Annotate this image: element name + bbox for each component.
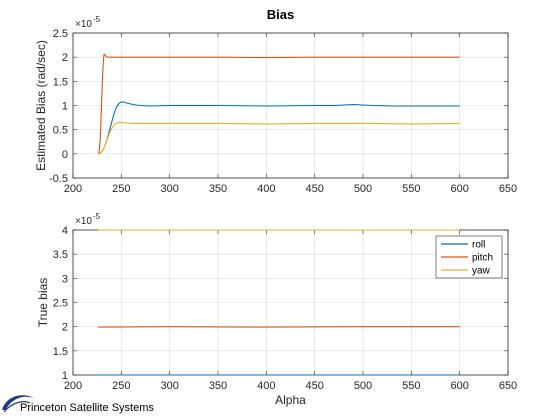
chart-title: Bias bbox=[267, 7, 294, 22]
legend[interactable]: roll pitch yaw bbox=[435, 235, 503, 279]
y-tick-label: 0.5 bbox=[53, 125, 68, 137]
x-tick-label: 250 bbox=[112, 183, 130, 195]
x-tick-label: 350 bbox=[209, 380, 227, 392]
y-exponent-value: -5 bbox=[93, 212, 101, 221]
x-tick-label: 200 bbox=[64, 380, 82, 392]
y-exponent-value: -5 bbox=[93, 15, 101, 24]
footer-logo: Princeton Satellite Systems bbox=[2, 395, 154, 414]
y-tick-label: 3.5 bbox=[53, 249, 68, 261]
x-tick-label: 400 bbox=[257, 183, 275, 195]
axis-ticks: 200 250 300 350 400 450 500 550 600 650 -0.5 0 0.5 1 1… bbox=[49, 28, 517, 195]
axis-ticks: 200 250 300 350 400 450 500 550 600 650 1 1.5 2 2.5 3 3… bbox=[53, 225, 517, 392]
princeton-swoosh-icon bbox=[2, 395, 34, 410]
y-tick-label: 1 bbox=[62, 370, 68, 382]
x-tick-label: 200 bbox=[64, 183, 82, 195]
princeton-swoosh-accent bbox=[3, 401, 31, 413]
svg-text:×10: ×10 bbox=[75, 216, 92, 227]
x-tick-label: 550 bbox=[402, 183, 420, 195]
x-tick-label: 250 bbox=[112, 380, 130, 392]
legend-label-yaw: yaw bbox=[472, 266, 491, 277]
x-tick-label: 650 bbox=[499, 183, 517, 195]
series-line-yaw bbox=[97, 121, 460, 155]
y-tick-label: 2 bbox=[62, 322, 68, 334]
x-tick-label: 300 bbox=[160, 183, 178, 195]
series-line-pitch bbox=[97, 53, 460, 155]
x-tick-label: 650 bbox=[499, 380, 517, 392]
series-lines bbox=[97, 53, 460, 155]
x-tick-label: 550 bbox=[402, 380, 420, 392]
y-tick-label: 0 bbox=[62, 149, 68, 161]
y-tick-label: 2.5 bbox=[53, 28, 68, 40]
y-tick-label: 1.5 bbox=[53, 76, 68, 88]
svg-text:×10: ×10 bbox=[75, 19, 92, 30]
true-bias-axes: 200 250 300 350 400 450 500 550 600 650 1 1.5 2 2.5 3 3… bbox=[36, 212, 517, 407]
x-tick-label: 450 bbox=[305, 183, 323, 195]
x-tick-label: 500 bbox=[354, 183, 372, 195]
y-tick-label: 4 bbox=[62, 225, 68, 237]
footer-company-name: Princeton Satellite Systems bbox=[20, 402, 154, 414]
y-tick-label: 1.5 bbox=[53, 346, 68, 358]
x-tick-label: 600 bbox=[450, 380, 468, 392]
y-axis-label: True bias bbox=[36, 278, 50, 328]
x-tick-label: 500 bbox=[354, 380, 372, 392]
y-tick-label: 3 bbox=[62, 273, 68, 285]
legend-label-pitch: pitch bbox=[472, 253, 493, 264]
y-exponent-label: ×10 -5 bbox=[75, 212, 101, 227]
y-exponent-label: ×10 -5 bbox=[75, 15, 101, 30]
y-tick-label: 2.5 bbox=[53, 298, 68, 310]
series-lines bbox=[98, 229, 460, 376]
x-tick-label: 300 bbox=[160, 380, 178, 392]
x-tick-label: 400 bbox=[257, 380, 275, 392]
y-axis-label: Estimated Bias (rad/sec) bbox=[34, 40, 48, 171]
x-axis-label: Alpha bbox=[275, 393, 306, 407]
legend-label-roll: roll bbox=[472, 240, 485, 251]
x-tick-label: 600 bbox=[450, 183, 468, 195]
bias-estimate-axes: Bias 200 250 300 350 400 450 500 550 600 650 -0.5 0… bbox=[34, 7, 517, 195]
y-tick-label: 1 bbox=[62, 101, 68, 113]
y-tick-label: 2 bbox=[62, 52, 68, 64]
y-tick-label: -0.5 bbox=[49, 173, 68, 185]
x-tick-label: 350 bbox=[209, 183, 227, 195]
x-tick-label: 450 bbox=[305, 380, 323, 392]
